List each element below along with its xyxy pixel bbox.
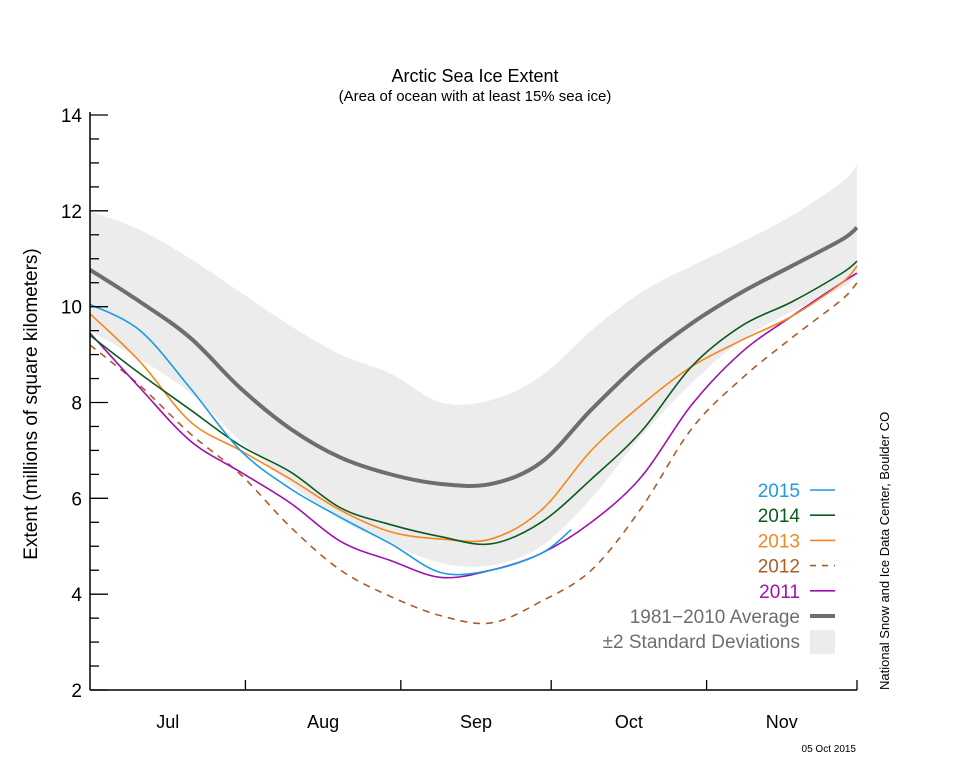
legend-label: 2015 bbox=[758, 481, 800, 502]
series-line-2015 bbox=[89, 303, 572, 576]
y-tick-label: 8 bbox=[71, 394, 82, 415]
x-tick-label-sep: Sep bbox=[460, 712, 492, 732]
legend-label: 1981−2010 Average bbox=[630, 607, 800, 628]
chart-subtitle: (Area of ocean with at least 15% sea ice… bbox=[339, 88, 612, 105]
y-tick-label: 2 bbox=[71, 681, 82, 702]
y-tick-label: 14 bbox=[61, 106, 83, 127]
date-stamp: 05 Oct 2015 bbox=[802, 744, 857, 755]
series-line-2012 bbox=[89, 282, 858, 625]
y-axis-label: Extent (millions of square kilometers) bbox=[21, 248, 42, 560]
legend-label: 2011 bbox=[759, 582, 800, 603]
chart-title: Arctic Sea Ice Extent bbox=[391, 66, 558, 86]
legend-swatch-box bbox=[810, 630, 835, 655]
credit-text: National Snow and Ice Data Center, Bould… bbox=[877, 412, 892, 690]
legend-label: 2012 bbox=[758, 557, 800, 578]
y-tick-label: 4 bbox=[71, 585, 82, 606]
series-line-2013 bbox=[89, 265, 858, 543]
y-tick-label: 10 bbox=[61, 298, 82, 319]
x-tick-label-oct: Oct bbox=[615, 712, 643, 732]
legend-label: ±2 Standard Deviations bbox=[603, 632, 800, 653]
x-tick-label-nov: Nov bbox=[766, 712, 798, 732]
y-tick-label: 6 bbox=[71, 489, 82, 510]
legend-label: 2014 bbox=[758, 506, 801, 527]
y-tick-label: 12 bbox=[61, 202, 82, 223]
x-tick-label-aug: Aug bbox=[307, 712, 339, 732]
series-line-1981-2010-average bbox=[88, 226, 859, 488]
x-tick-label-jul: Jul bbox=[156, 712, 179, 732]
legend-label: 2013 bbox=[758, 531, 800, 552]
std-dev-band bbox=[90, 165, 857, 567]
